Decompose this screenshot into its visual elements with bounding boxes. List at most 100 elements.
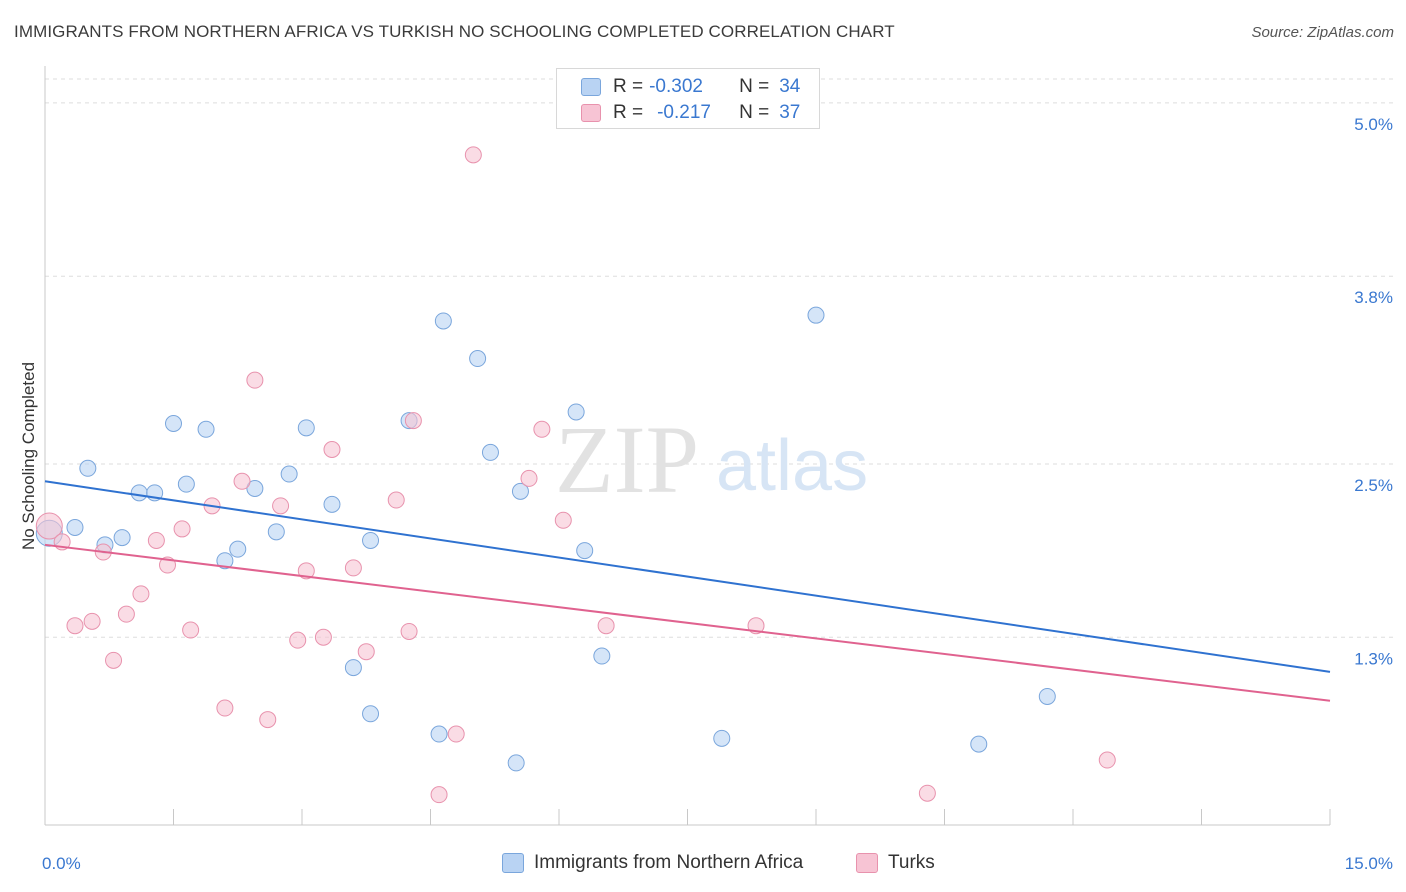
y-tick-label: 5.0% — [1354, 115, 1393, 134]
data-point-turks — [387, 491, 405, 509]
data-point-turks — [554, 511, 572, 529]
data-point-northern-africa — [177, 475, 195, 493]
grid-layer — [45, 78, 1395, 638]
data-point-turks — [1098, 751, 1116, 769]
data-point-northern-africa — [1038, 687, 1056, 705]
data-point-turks — [132, 585, 150, 603]
series-legend: Immigrants from Northern Africa Turks — [0, 852, 1406, 878]
data-point-northern-africa — [323, 495, 341, 513]
data-point-turks — [216, 699, 234, 717]
data-point-turks — [182, 621, 200, 639]
data-point-northern-africa — [113, 529, 131, 547]
data-point-turks — [117, 605, 135, 623]
axis-layer — [44, 66, 1331, 826]
data-point-northern-africa — [130, 484, 148, 502]
legend-item-northern-africa[interactable]: Immigrants from Northern Africa — [502, 852, 803, 874]
data-point-turks — [105, 651, 123, 669]
chart-title: IMMIGRANTS FROM NORTHERN AFRICA VS TURKI… — [14, 22, 895, 41]
data-point-turks — [66, 617, 84, 635]
watermark: ZIP atlas — [555, 406, 868, 513]
data-point-turks — [344, 559, 362, 577]
legend-swatch-pink — [581, 104, 601, 122]
data-point-turks — [246, 371, 264, 389]
data-point-turks — [289, 631, 307, 649]
data-point-northern-africa — [593, 647, 611, 665]
data-point-northern-africa — [165, 415, 182, 433]
legend-swatch-blue — [581, 78, 601, 96]
n-label: N = — [739, 102, 770, 123]
data-point-northern-africa — [507, 754, 525, 772]
points-layer — [35, 146, 1116, 804]
data-point-northern-africa — [362, 705, 380, 723]
data-point-turks — [147, 531, 165, 549]
data-point-northern-africa — [216, 552, 234, 570]
legend-swatch-blue — [502, 853, 524, 873]
watermark-zip: ZIP — [555, 406, 699, 513]
data-point-turks — [597, 617, 615, 635]
data-point-northern-africa — [970, 735, 988, 753]
y-tick-label: 1.3% — [1354, 649, 1393, 668]
label-layer: 1.3% 2.5% 3.8% 5.0% 0.0% 15.0% — [42, 115, 1393, 873]
data-point-turks — [918, 784, 936, 802]
legend-swatch-pink — [856, 853, 878, 873]
data-point-turks — [259, 711, 277, 729]
data-point-northern-africa — [567, 403, 585, 421]
data-point-turks — [35, 512, 63, 540]
data-point-northern-africa — [481, 443, 499, 461]
data-point-northern-africa — [713, 729, 731, 747]
data-point-northern-africa — [576, 542, 594, 560]
r-label: R = — [613, 76, 644, 97]
n-value: 34 — [779, 76, 801, 97]
legend-label: Immigrants from Northern Africa — [534, 852, 804, 873]
r-value: -0.217 — [657, 102, 711, 123]
y-axis-label: No Schooling Completed — [19, 362, 38, 550]
data-point-turks — [83, 612, 101, 630]
r-label: R = — [613, 102, 644, 123]
data-point-northern-africa — [807, 306, 825, 324]
legend-item-turks[interactable]: Turks — [856, 852, 935, 874]
data-point-turks — [464, 146, 482, 164]
legend-row-pink: R = -0.217 N = 37 — [581, 101, 800, 125]
data-point-northern-africa — [511, 482, 529, 500]
x-tick-label: 0.0% — [42, 854, 81, 873]
trend-line-northern-africa — [44, 480, 1331, 673]
n-value: 37 — [779, 102, 801, 123]
r-value: -0.302 — [649, 76, 703, 97]
y-tick-label: 2.5% — [1354, 476, 1393, 495]
data-point-northern-africa — [344, 659, 362, 677]
legend-row-blue: R = -0.302 N = 34 — [581, 75, 800, 99]
data-point-turks — [404, 412, 422, 430]
data-point-turks — [233, 472, 251, 490]
data-point-turks — [323, 441, 341, 458]
data-point-turks — [520, 469, 538, 487]
data-point-turks — [173, 520, 191, 538]
data-point-northern-africa — [430, 725, 448, 743]
data-point-northern-africa — [297, 419, 315, 437]
data-point-turks — [297, 562, 315, 580]
data-point-turks — [430, 786, 448, 804]
n-label: N = — [739, 76, 770, 97]
data-point-northern-africa — [280, 465, 298, 483]
data-point-turks — [357, 643, 375, 661]
data-point-turks — [272, 497, 290, 515]
trend-layer — [44, 480, 1331, 702]
data-point-turks — [533, 420, 551, 438]
watermark-atlas: atlas — [716, 426, 868, 506]
data-point-turks — [400, 622, 418, 640]
legend-label: Turks — [888, 852, 935, 873]
trend-line-turks — [44, 543, 1331, 702]
data-point-northern-africa — [246, 479, 264, 497]
data-point-northern-africa — [66, 518, 84, 536]
y-tick-label: 3.8% — [1354, 288, 1393, 307]
correlation-legend: R = -0.302 N = 34 R = -0.217 N = 37 — [556, 68, 820, 129]
source-label: Source: ZipAtlas.com — [1251, 24, 1394, 41]
data-point-northern-africa — [197, 420, 215, 438]
data-point-turks — [447, 725, 465, 743]
data-point-northern-africa — [469, 350, 487, 368]
data-point-northern-africa — [434, 312, 452, 330]
x-tick-label: 15.0% — [1345, 854, 1393, 873]
data-point-northern-africa — [229, 540, 247, 558]
data-point-northern-africa — [267, 523, 285, 541]
data-point-turks — [314, 628, 332, 646]
